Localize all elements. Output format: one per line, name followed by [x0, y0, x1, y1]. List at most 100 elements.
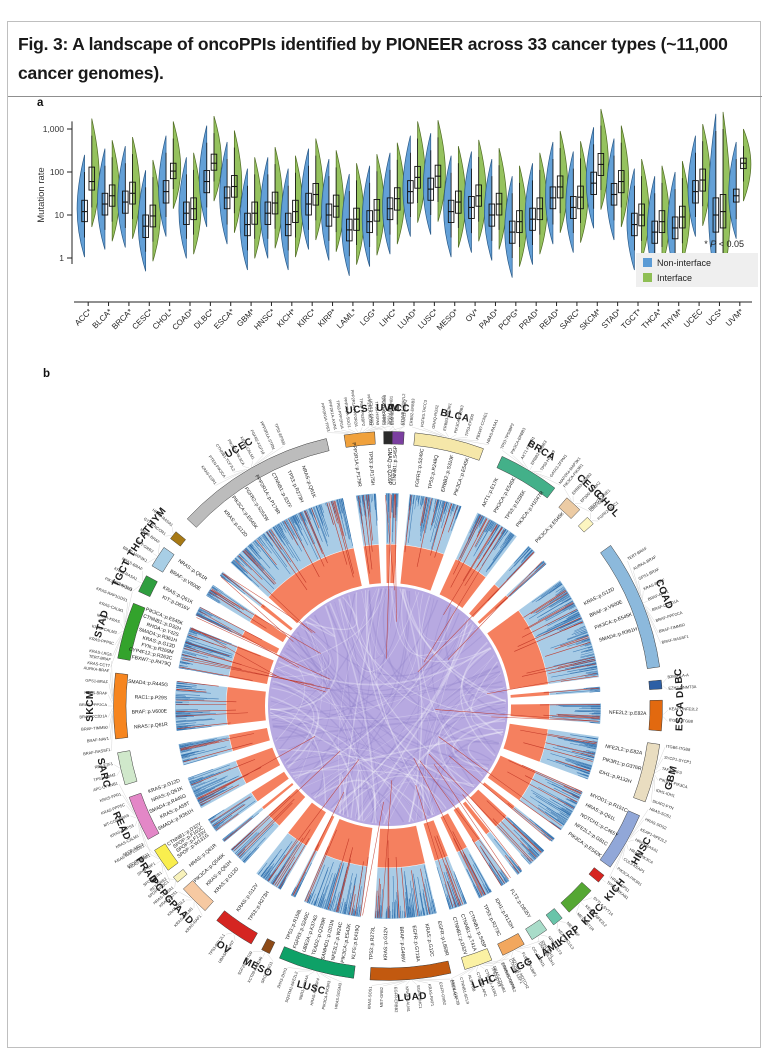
circos-sector-LAML — [525, 919, 548, 940]
violin-group-MESO — [443, 146, 467, 258]
sector-arc-CESC — [558, 497, 581, 519]
sector-arc-BLCA — [413, 432, 484, 461]
outer-label-SKCM: BRAF-TIMM50 — [81, 724, 109, 731]
circos-sector-UVM — [383, 431, 393, 445]
violin-group-LUSC — [422, 120, 446, 235]
violin-group-PAAD — [484, 147, 507, 261]
sector-arc-LUSC — [279, 946, 356, 979]
sector-arc-LIHC — [461, 948, 493, 970]
x-tick-DLBC: DLBC* — [192, 307, 216, 331]
circos-sector-TGCT — [138, 575, 158, 598]
x-tick-BRCA: BRCA* — [110, 307, 134, 331]
violin-group-CESC — [137, 159, 161, 272]
circos-sector-CHOL — [577, 516, 594, 533]
sector-arc-HNSC — [599, 810, 640, 868]
x-tick-READ: READ* — [538, 307, 562, 331]
circos-sector-COAD — [600, 545, 660, 669]
violin-group-KIRP — [321, 150, 344, 261]
outer-label-SKCM: TERT-BRAF — [89, 654, 112, 663]
violin-group-ACC — [76, 118, 100, 258]
sector-arc-DLBC — [648, 679, 663, 690]
outer-label-GBM: TAF3-TAF3 — [661, 766, 683, 776]
sector-arc-SARC — [117, 750, 138, 786]
sector-arc-KICH — [588, 867, 605, 883]
inner-label-LUAD: EGFR::p.L858R — [436, 920, 450, 956]
outer-label-UCS: PPP2R1A-TP53 — [320, 403, 331, 433]
x-tick-UCEC: UCEC — [682, 307, 705, 330]
outer-label-LUAD: EGFR-SHC1 — [416, 985, 423, 1009]
inner-label-LUAD: BRAF::p.G466V — [398, 926, 406, 963]
outer-label-LUAD: EML4-ALK — [449, 979, 458, 999]
sector-arc-LGG — [497, 933, 525, 956]
outer-label-COAD: GPS1-BRAF — [637, 566, 660, 581]
outer-label-UCS: TP53-PPP2R1A — [335, 400, 345, 430]
outer-label-HNSC: HRAS-SOS2 — [644, 817, 668, 831]
inner-label-BLCA: PIK3CA::p.E545K — [453, 456, 471, 496]
legend-swatch-interface — [643, 273, 652, 282]
sector-arc-STAD — [117, 602, 146, 661]
outer-label-LUAD: KRAS-SOS1 — [367, 986, 373, 1010]
sector-arc-UVM — [383, 431, 393, 445]
outer-label-LIHC: AXIN1-GSK3B — [450, 979, 461, 1006]
circos-sector-STAD — [117, 602, 146, 661]
violin-y-axis: 1 10 100 1,000 Mutation rate — [36, 121, 73, 264]
sector-arc-KIRC — [560, 881, 592, 913]
circos-sector-ESCA — [648, 699, 663, 732]
violin-group-SKCM — [585, 108, 609, 229]
x-tick-TGCT: TGCT* — [619, 307, 643, 331]
x-tick-UCS: UCS* — [704, 307, 725, 328]
violin-group-THCA — [646, 165, 670, 278]
outer-label-BLCA: HRAS-RASA1 — [485, 418, 499, 444]
inner-label-GBM: NFE2L2::p.E82A — [605, 744, 644, 757]
sector-arc-ESCA — [648, 699, 663, 732]
legend-background — [636, 253, 758, 287]
outer-label-GBM: ITGB6-ITGB8 — [666, 744, 692, 753]
outer-label-STAD: KRAS-PPP5C — [89, 636, 115, 646]
outer-label-UCS: TP53-HSPA9 — [374, 401, 380, 426]
sector-arc-THCA — [151, 547, 175, 573]
circos-red-links — [176, 494, 600, 919]
sector-name-DLBC: DLBC — [673, 668, 686, 699]
outer-label-LUSC: PIK3CA-PIK3R3 — [321, 979, 332, 1010]
x-tick-OV: OV* — [464, 307, 481, 324]
inner-label-GBM: PIK3R1::p.G376R — [602, 757, 643, 773]
inner-label-LUAD: TP53::p.R273L — [368, 926, 376, 960]
svg-text:10: 10 — [55, 210, 65, 220]
outer-label-STAD: KRAS-CCT7 — [87, 660, 111, 668]
inner-label-SKCM: NRAS::p.Q61R — [134, 722, 169, 731]
sector-name-LUAD: LUAD — [397, 991, 428, 1004]
outer-label-SKCM: BRAF-CC2D1A — [79, 713, 107, 719]
circos-sector-HNSC — [599, 810, 640, 868]
outer-label-SKCM: BRAF-NAV1 — [87, 736, 110, 744]
inner-label-COAD: SMAD4::p.R361H — [598, 626, 638, 643]
outer-label-SKCM: GPS1-BRAF — [85, 678, 109, 685]
circos-sector-UCS — [343, 431, 376, 448]
circos-sector-LIHC — [461, 948, 493, 970]
violin-group-ESCA — [219, 130, 243, 245]
violin-group-LUAD — [402, 121, 426, 237]
circos-sector-KICH — [588, 867, 605, 883]
outer-label-LUAD: EGFR-ERBB2 — [393, 987, 399, 1013]
outer-label-GBM: IDH1-IDH1 — [655, 788, 676, 799]
figure-card-border — [7, 21, 761, 1048]
x-tick-THYM: THYM* — [660, 307, 685, 332]
outer-label-UCS: TP53-USP7 — [386, 403, 391, 425]
outer-label-LIHC: ALB-FGB — [467, 974, 477, 992]
x-tick-CESC: CESC* — [130, 307, 154, 331]
sector-arc-ACC — [390, 431, 405, 445]
sector-arc-UCEC — [186, 438, 330, 528]
violin-plot: 1 10 100 1,000 Mutation rate ACC*BLCA*BRCA*CE… — [36, 108, 758, 332]
outer-label-LUSC: ZHX3-ZHX1 — [276, 966, 289, 989]
outer-label-SARC: RB1-E2F1 — [94, 761, 114, 770]
outer-label-LUSC: HRAS-SGSM3 — [333, 982, 342, 1010]
violin-group-PCPG — [504, 165, 528, 278]
outer-label-LUAD: EGFR-GRB2 — [438, 982, 447, 1007]
violin-group-UCEC — [687, 124, 711, 237]
sector-arc-READ — [128, 792, 160, 840]
violin-group-COAD — [178, 152, 202, 259]
outer-label-BLCA: FBXW7-CCNE1 — [475, 411, 489, 440]
inner-label-BLCA: ERBB2::p.S310F — [440, 454, 455, 492]
outer-label-UCS: PPP2R1A-AXIN1 — [327, 399, 338, 431]
outer-label-SARC: TP53-MDM2 — [93, 772, 117, 783]
outer-label-ESCA: ITGB6-ITGB8 — [669, 717, 694, 723]
